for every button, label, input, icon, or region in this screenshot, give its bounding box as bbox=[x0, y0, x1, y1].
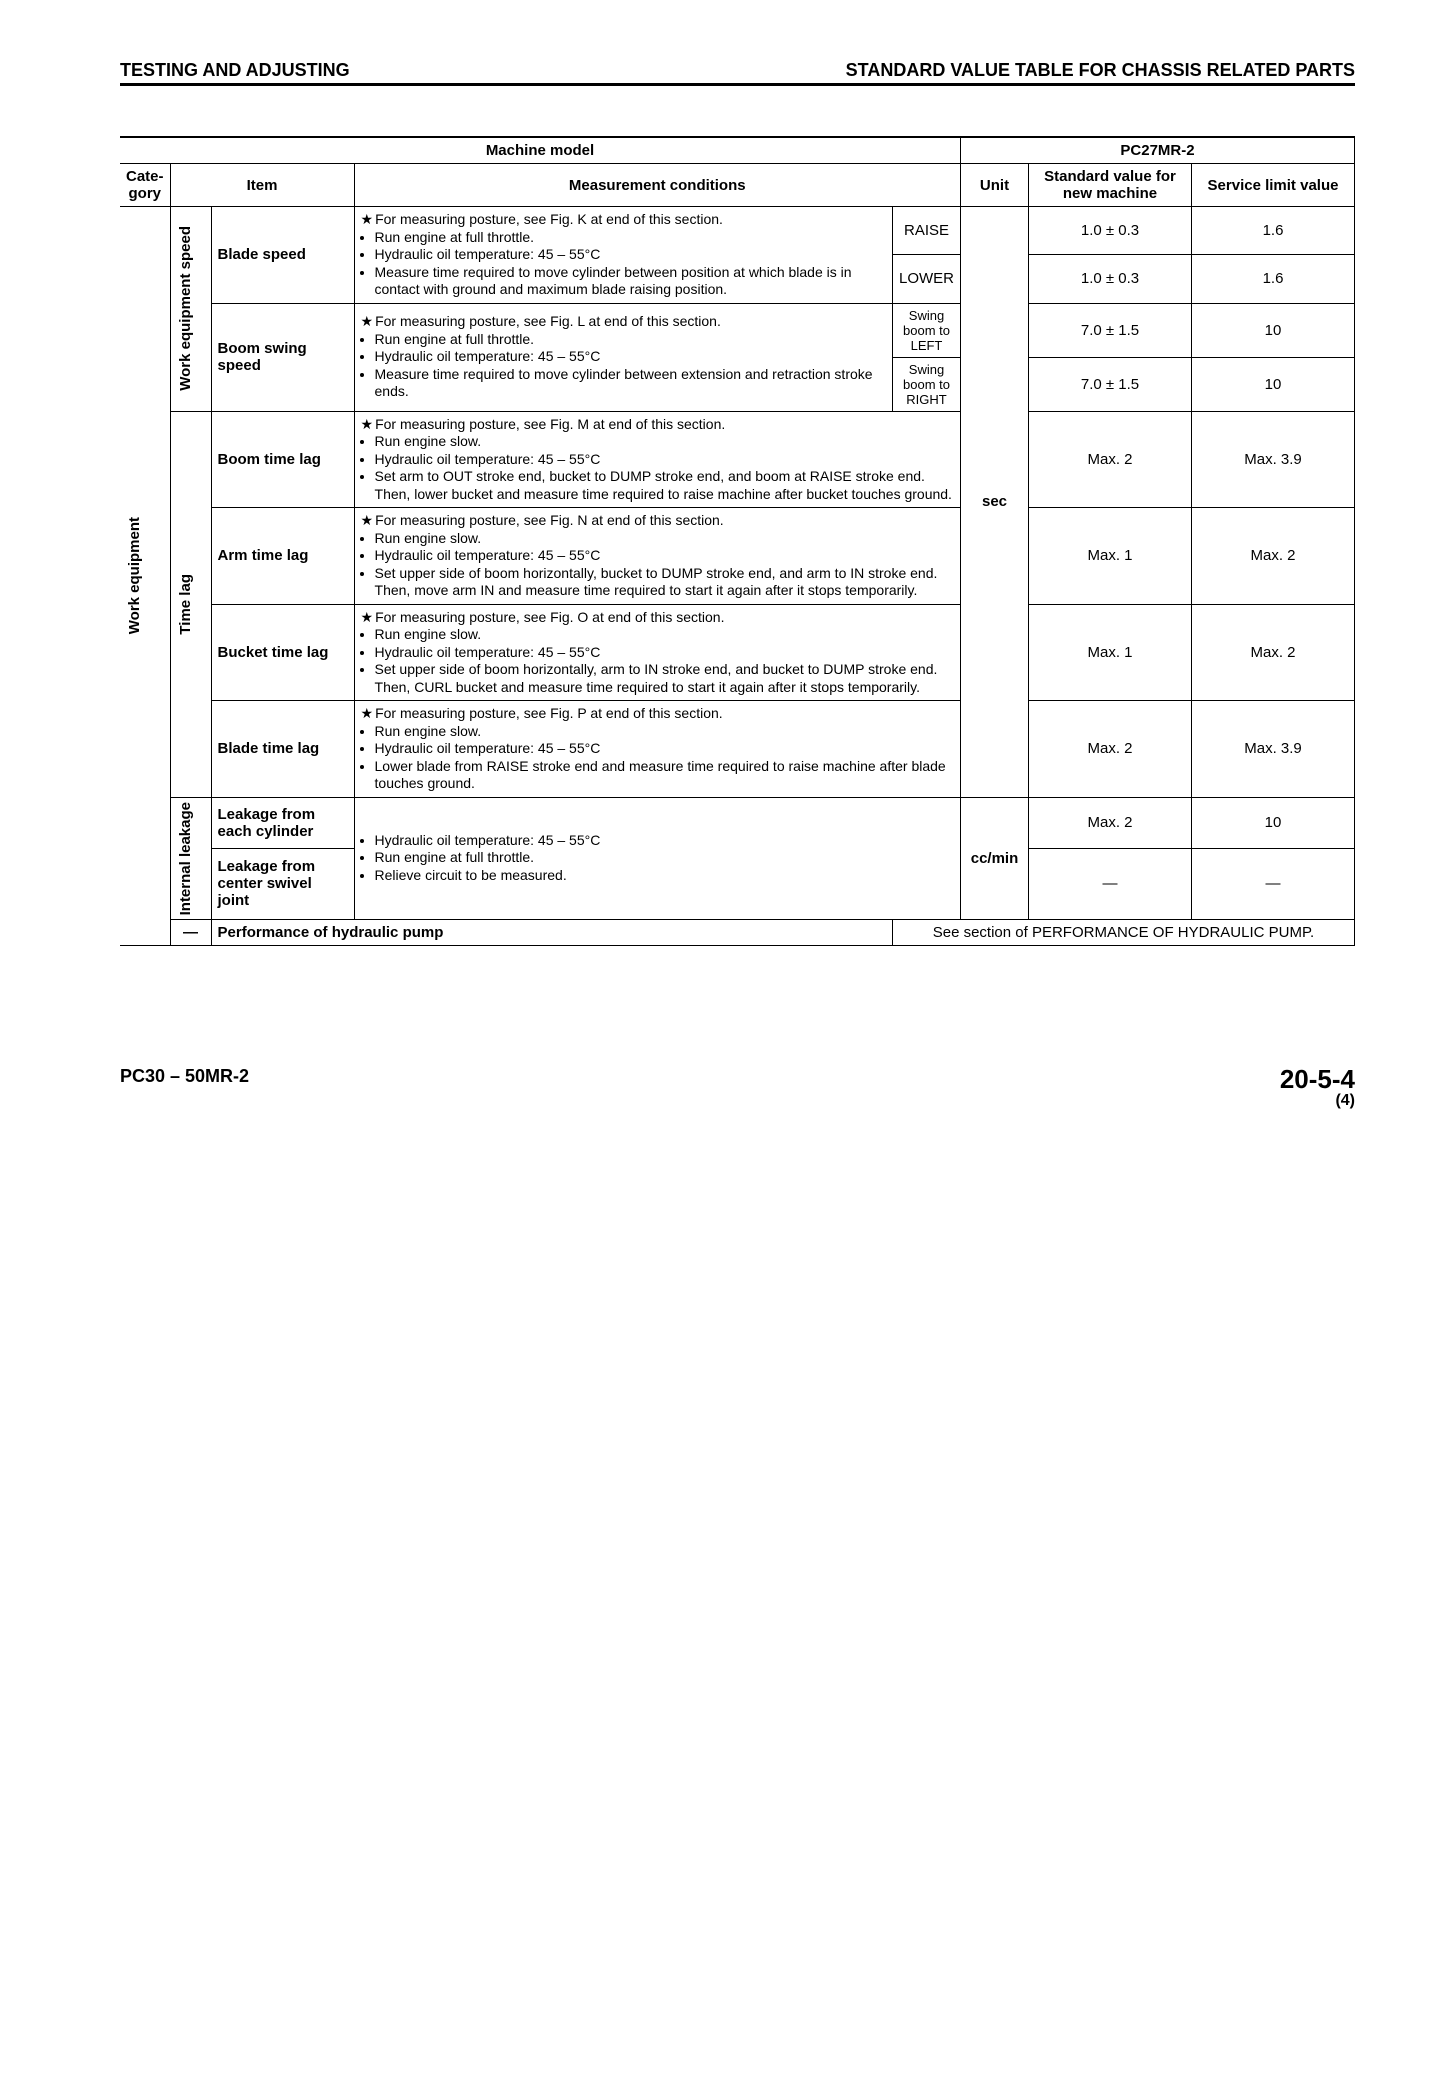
item-boom-swing: Boom swing speed bbox=[211, 303, 354, 411]
std-blade-lower: 1.0 ± 0.3 bbox=[1029, 255, 1192, 303]
lim-blade-lag: Max. 3.9 bbox=[1192, 701, 1355, 798]
page-sub: (4) bbox=[1280, 1092, 1355, 1110]
cond-blade-speed: For measuring posture, see Fig. K at end… bbox=[354, 207, 892, 304]
std-swing-left: 7.0 ± 1.5 bbox=[1029, 303, 1192, 357]
lim-swing-left: 10 bbox=[1192, 303, 1355, 357]
std-bucket-lag: Max. 1 bbox=[1029, 604, 1192, 701]
cat-work-equipment: Work equipment bbox=[120, 207, 170, 946]
col-limit: Service limit value bbox=[1192, 164, 1355, 207]
header-left: TESTING AND ADJUSTING bbox=[120, 60, 350, 81]
item-pump: Performance of hydraulic pump bbox=[211, 919, 892, 945]
item-bucket-lag: Bucket time lag bbox=[211, 604, 354, 701]
sub-leakage: Internal leakage bbox=[170, 797, 211, 919]
unit-ccmin: cc/min bbox=[961, 797, 1029, 919]
std-leak-swivel: — bbox=[1029, 848, 1192, 919]
sub-raise: RAISE bbox=[892, 207, 960, 255]
cond-blade-lag: For measuring posture, see Fig. P at end… bbox=[354, 701, 960, 798]
lim-leak-cyl: 10 bbox=[1192, 797, 1355, 848]
cond-boom-lag: For measuring posture, see Fig. M at end… bbox=[354, 411, 960, 508]
std-swing-right: 7.0 ± 1.5 bbox=[1029, 357, 1192, 411]
page-number: 20-5-4 bbox=[1280, 1066, 1355, 1092]
std-blade-raise: 1.0 ± 0.3 bbox=[1029, 207, 1192, 255]
spec-table: Machine model PC27MR-2 Cate- gory Item M… bbox=[120, 136, 1355, 946]
lim-bucket-lag: Max. 2 bbox=[1192, 604, 1355, 701]
unit-sec: sec bbox=[961, 207, 1029, 798]
lim-arm-lag: Max. 2 bbox=[1192, 508, 1355, 605]
item-boom-lag: Boom time lag bbox=[211, 411, 354, 508]
pump-note: See section of PERFORMANCE OF HYDRAULIC … bbox=[892, 919, 1354, 945]
item-leak-cyl: Leakage from each cylinder bbox=[211, 797, 354, 848]
item-leak-swivel: Leakage from center swivel joint bbox=[211, 848, 354, 919]
footer-model: PC30 – 50MR-2 bbox=[120, 1066, 249, 1087]
header-right: STANDARD VALUE TABLE FOR CHASSIS RELATED… bbox=[846, 60, 1355, 81]
col-conditions: Measurement conditions bbox=[354, 164, 960, 207]
col-category: Cate- gory bbox=[120, 164, 170, 207]
lim-boom-lag: Max. 3.9 bbox=[1192, 411, 1355, 508]
sub-timelag: Time lag bbox=[170, 411, 211, 797]
item-blade-lag: Blade time lag bbox=[211, 701, 354, 798]
lim-blade-lower: 1.6 bbox=[1192, 255, 1355, 303]
machine-model-label: Machine model bbox=[120, 137, 961, 164]
cond-boom-swing: For measuring posture, see Fig. L at end… bbox=[354, 303, 892, 411]
std-leak-cyl: Max. 2 bbox=[1029, 797, 1192, 848]
item-blade-speed: Blade speed bbox=[211, 207, 354, 304]
sub-swing-left: Swing boom to LEFT bbox=[892, 303, 960, 357]
machine-model-value: PC27MR-2 bbox=[961, 137, 1355, 164]
col-item: Item bbox=[170, 164, 354, 207]
cond-arm-lag: For measuring posture, see Fig. N at end… bbox=[354, 508, 960, 605]
lim-blade-raise: 1.6 bbox=[1192, 207, 1355, 255]
std-boom-lag: Max. 2 bbox=[1029, 411, 1192, 508]
col-unit: Unit bbox=[961, 164, 1029, 207]
lim-swing-right: 10 bbox=[1192, 357, 1355, 411]
std-blade-lag: Max. 2 bbox=[1029, 701, 1192, 798]
page-footer: PC30 – 50MR-2 20-5-4 (4) bbox=[120, 1066, 1355, 1110]
page-header: TESTING AND ADJUSTING STANDARD VALUE TAB… bbox=[120, 60, 1355, 86]
sub-speed: Work equipment speed bbox=[170, 207, 211, 412]
cond-bucket-lag: For measuring posture, see Fig. O at end… bbox=[354, 604, 960, 701]
sub-swing-right: Swing boom to RIGHT bbox=[892, 357, 960, 411]
lim-leak-swivel: — bbox=[1192, 848, 1355, 919]
col-std: Standard value for new machine bbox=[1029, 164, 1192, 207]
item-arm-lag: Arm time lag bbox=[211, 508, 354, 605]
std-arm-lag: Max. 1 bbox=[1029, 508, 1192, 605]
sub-lower: LOWER bbox=[892, 255, 960, 303]
cond-leakage: Hydraulic oil temperature: 45 – 55°C Run… bbox=[354, 797, 960, 919]
